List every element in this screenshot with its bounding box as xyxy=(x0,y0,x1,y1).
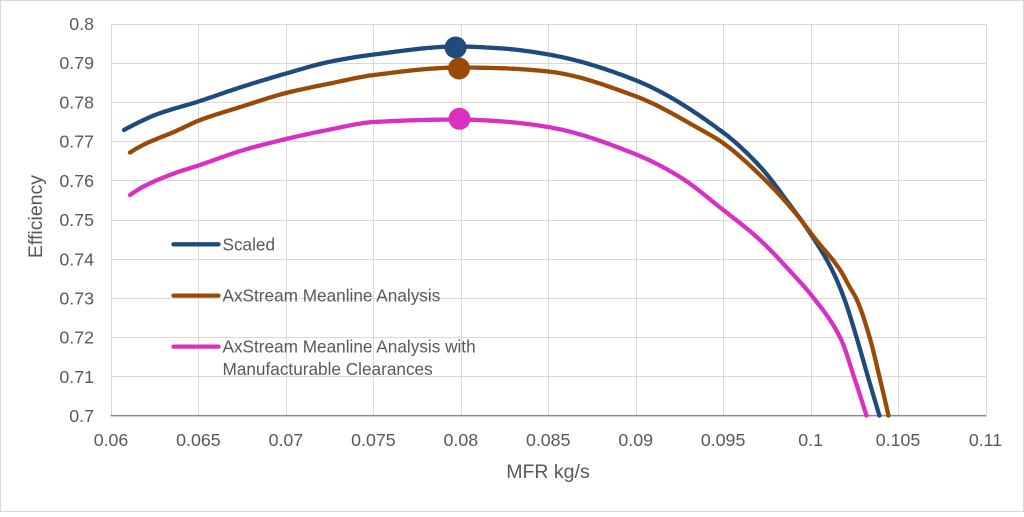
svg-text:Manufacturable Clearances: Manufacturable Clearances xyxy=(223,359,433,379)
svg-text:0.72: 0.72 xyxy=(59,328,94,348)
svg-text:0.78: 0.78 xyxy=(59,92,94,112)
svg-text:AxStream Meanline Analysis wit: AxStream Meanline Analysis with xyxy=(223,337,476,357)
svg-text:0.085: 0.085 xyxy=(526,430,571,450)
svg-text:Scaled: Scaled xyxy=(223,234,276,254)
svg-text:0.07: 0.07 xyxy=(269,430,304,450)
svg-text:0.105: 0.105 xyxy=(876,430,921,450)
svg-text:0.7: 0.7 xyxy=(69,406,94,426)
svg-text:0.76: 0.76 xyxy=(59,171,94,191)
svg-text:0.79: 0.79 xyxy=(59,53,94,73)
svg-text:0.065: 0.065 xyxy=(176,430,221,450)
svg-text:0.075: 0.075 xyxy=(351,430,396,450)
svg-text:0.08: 0.08 xyxy=(443,430,478,450)
svg-text:0.71: 0.71 xyxy=(59,367,94,387)
svg-text:0.77: 0.77 xyxy=(59,132,94,152)
svg-text:0.09: 0.09 xyxy=(618,430,653,450)
svg-text:0.06: 0.06 xyxy=(94,430,129,450)
svg-text:MFR kg/s: MFR kg/s xyxy=(506,461,590,483)
svg-text:0.74: 0.74 xyxy=(59,249,94,269)
svg-text:0.1: 0.1 xyxy=(798,430,823,450)
svg-text:Efficiency: Efficiency xyxy=(25,175,47,258)
svg-text:AxStream Meanline Analysis: AxStream Meanline Analysis xyxy=(223,286,441,306)
svg-text:0.73: 0.73 xyxy=(59,289,94,309)
svg-text:0.11: 0.11 xyxy=(969,430,1002,450)
svg-text:0.75: 0.75 xyxy=(59,210,94,230)
svg-text:0.095: 0.095 xyxy=(701,430,746,450)
svg-text:0.8: 0.8 xyxy=(69,14,94,34)
